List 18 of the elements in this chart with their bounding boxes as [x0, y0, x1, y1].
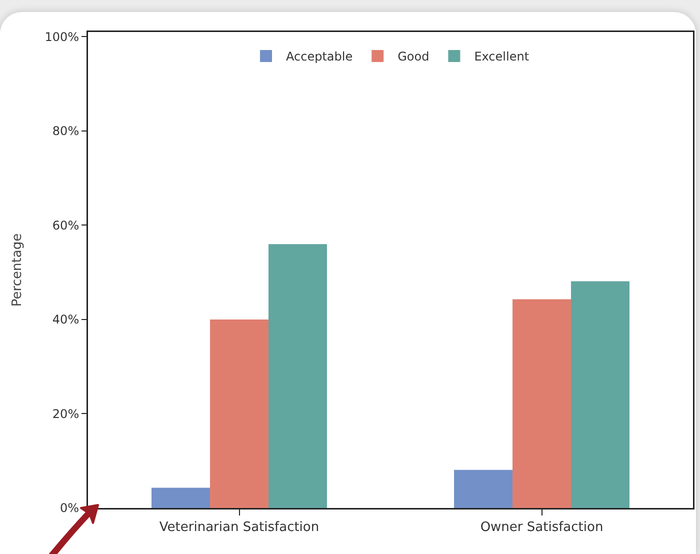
bar — [512, 299, 571, 508]
y-tick-label: 40% — [52, 312, 80, 327]
y-tick-label: 0% — [60, 501, 80, 516]
y-axis-title: Percentage — [10, 233, 25, 307]
bar — [570, 281, 630, 508]
y-tick-label: 60% — [52, 218, 80, 232]
bar — [268, 244, 327, 508]
bar — [210, 319, 268, 508]
x-tick-label: Veterinarian Satisfaction — [159, 520, 320, 536]
y-tick-label: 20% — [52, 406, 80, 421]
y-tick-label: 80% — [52, 124, 80, 138]
x-tick-label: Owner Satisfaction — [480, 520, 604, 536]
bar — [152, 488, 210, 508]
legend-label: Acceptable — [286, 50, 353, 64]
y-tick-label: 100% — [44, 30, 80, 44]
legend-label: Good — [398, 50, 430, 64]
bar — [454, 470, 513, 508]
legend-label: Excellent — [474, 50, 530, 64]
